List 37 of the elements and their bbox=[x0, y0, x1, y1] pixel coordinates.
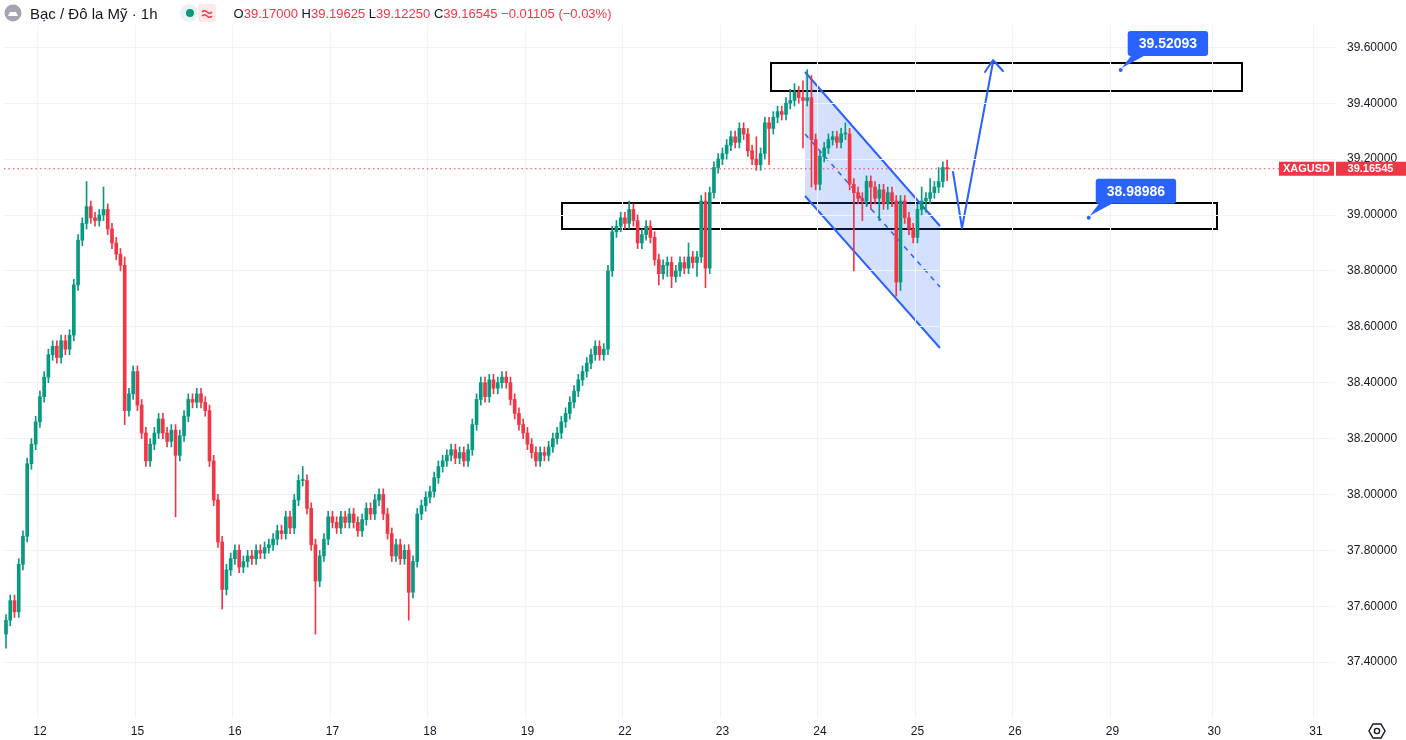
candlestick bbox=[868, 175, 873, 210]
x-tick-label: 15 bbox=[130, 723, 145, 738]
x-tick-label: 25 bbox=[910, 723, 925, 738]
y-tick-label: 38.40000 bbox=[1347, 374, 1398, 389]
x-tick-label: 19 bbox=[520, 723, 535, 738]
x-tick-label: 30 bbox=[1207, 723, 1222, 738]
candlestick bbox=[250, 550, 254, 565]
candlestick bbox=[665, 256, 670, 277]
y-tick-label: 38.20000 bbox=[1347, 430, 1398, 445]
x-tick-label: 18 bbox=[423, 723, 437, 738]
x-tick-label: 23 bbox=[715, 723, 730, 738]
candlestick bbox=[801, 80, 805, 149]
text: XAGUSD 39.16545 bbox=[1282, 162, 1394, 175]
x-tick-label: 22 bbox=[618, 723, 632, 738]
x-tick-label: 16 bbox=[228, 723, 242, 738]
y-tick-label: 37.40000 bbox=[1347, 654, 1398, 669]
x-tick-label: 17 bbox=[325, 723, 340, 738]
x-tick-label: 31 bbox=[1309, 723, 1323, 738]
y-tick-label: 39.00000 bbox=[1347, 207, 1398, 222]
annotation: 39.52093 bbox=[1138, 35, 1198, 52]
y-tick-label: 38.00000 bbox=[1347, 486, 1398, 501]
chart-title: Bạc / Đô la Mỹ · 1h bbox=[30, 4, 158, 22]
candlestick bbox=[805, 69, 810, 107]
y-tick-label: 37.80000 bbox=[1347, 542, 1398, 557]
y-tick-label: 39.40000 bbox=[1347, 95, 1398, 110]
annotation: 38.98986 bbox=[1106, 183, 1166, 200]
x-tick-label: 12 bbox=[33, 723, 47, 738]
y-tick-label: 37.60000 bbox=[1347, 598, 1398, 613]
candlestick bbox=[767, 116, 771, 166]
text: O39.17000 H39.19625 L39.12250 C39.16545 −0.01105 (−0.03%) bbox=[233, 5, 612, 21]
y-tick-label: 38.60000 bbox=[1347, 319, 1398, 334]
y-tick-label: 39.60000 bbox=[1347, 39, 1398, 54]
x-tick-label: 29 bbox=[1105, 723, 1120, 738]
candlestick bbox=[877, 183, 882, 221]
x-tick-label: 26 bbox=[1008, 723, 1022, 738]
y-tick-label: 38.80000 bbox=[1347, 263, 1398, 278]
x-tick-label: 24 bbox=[813, 723, 827, 738]
